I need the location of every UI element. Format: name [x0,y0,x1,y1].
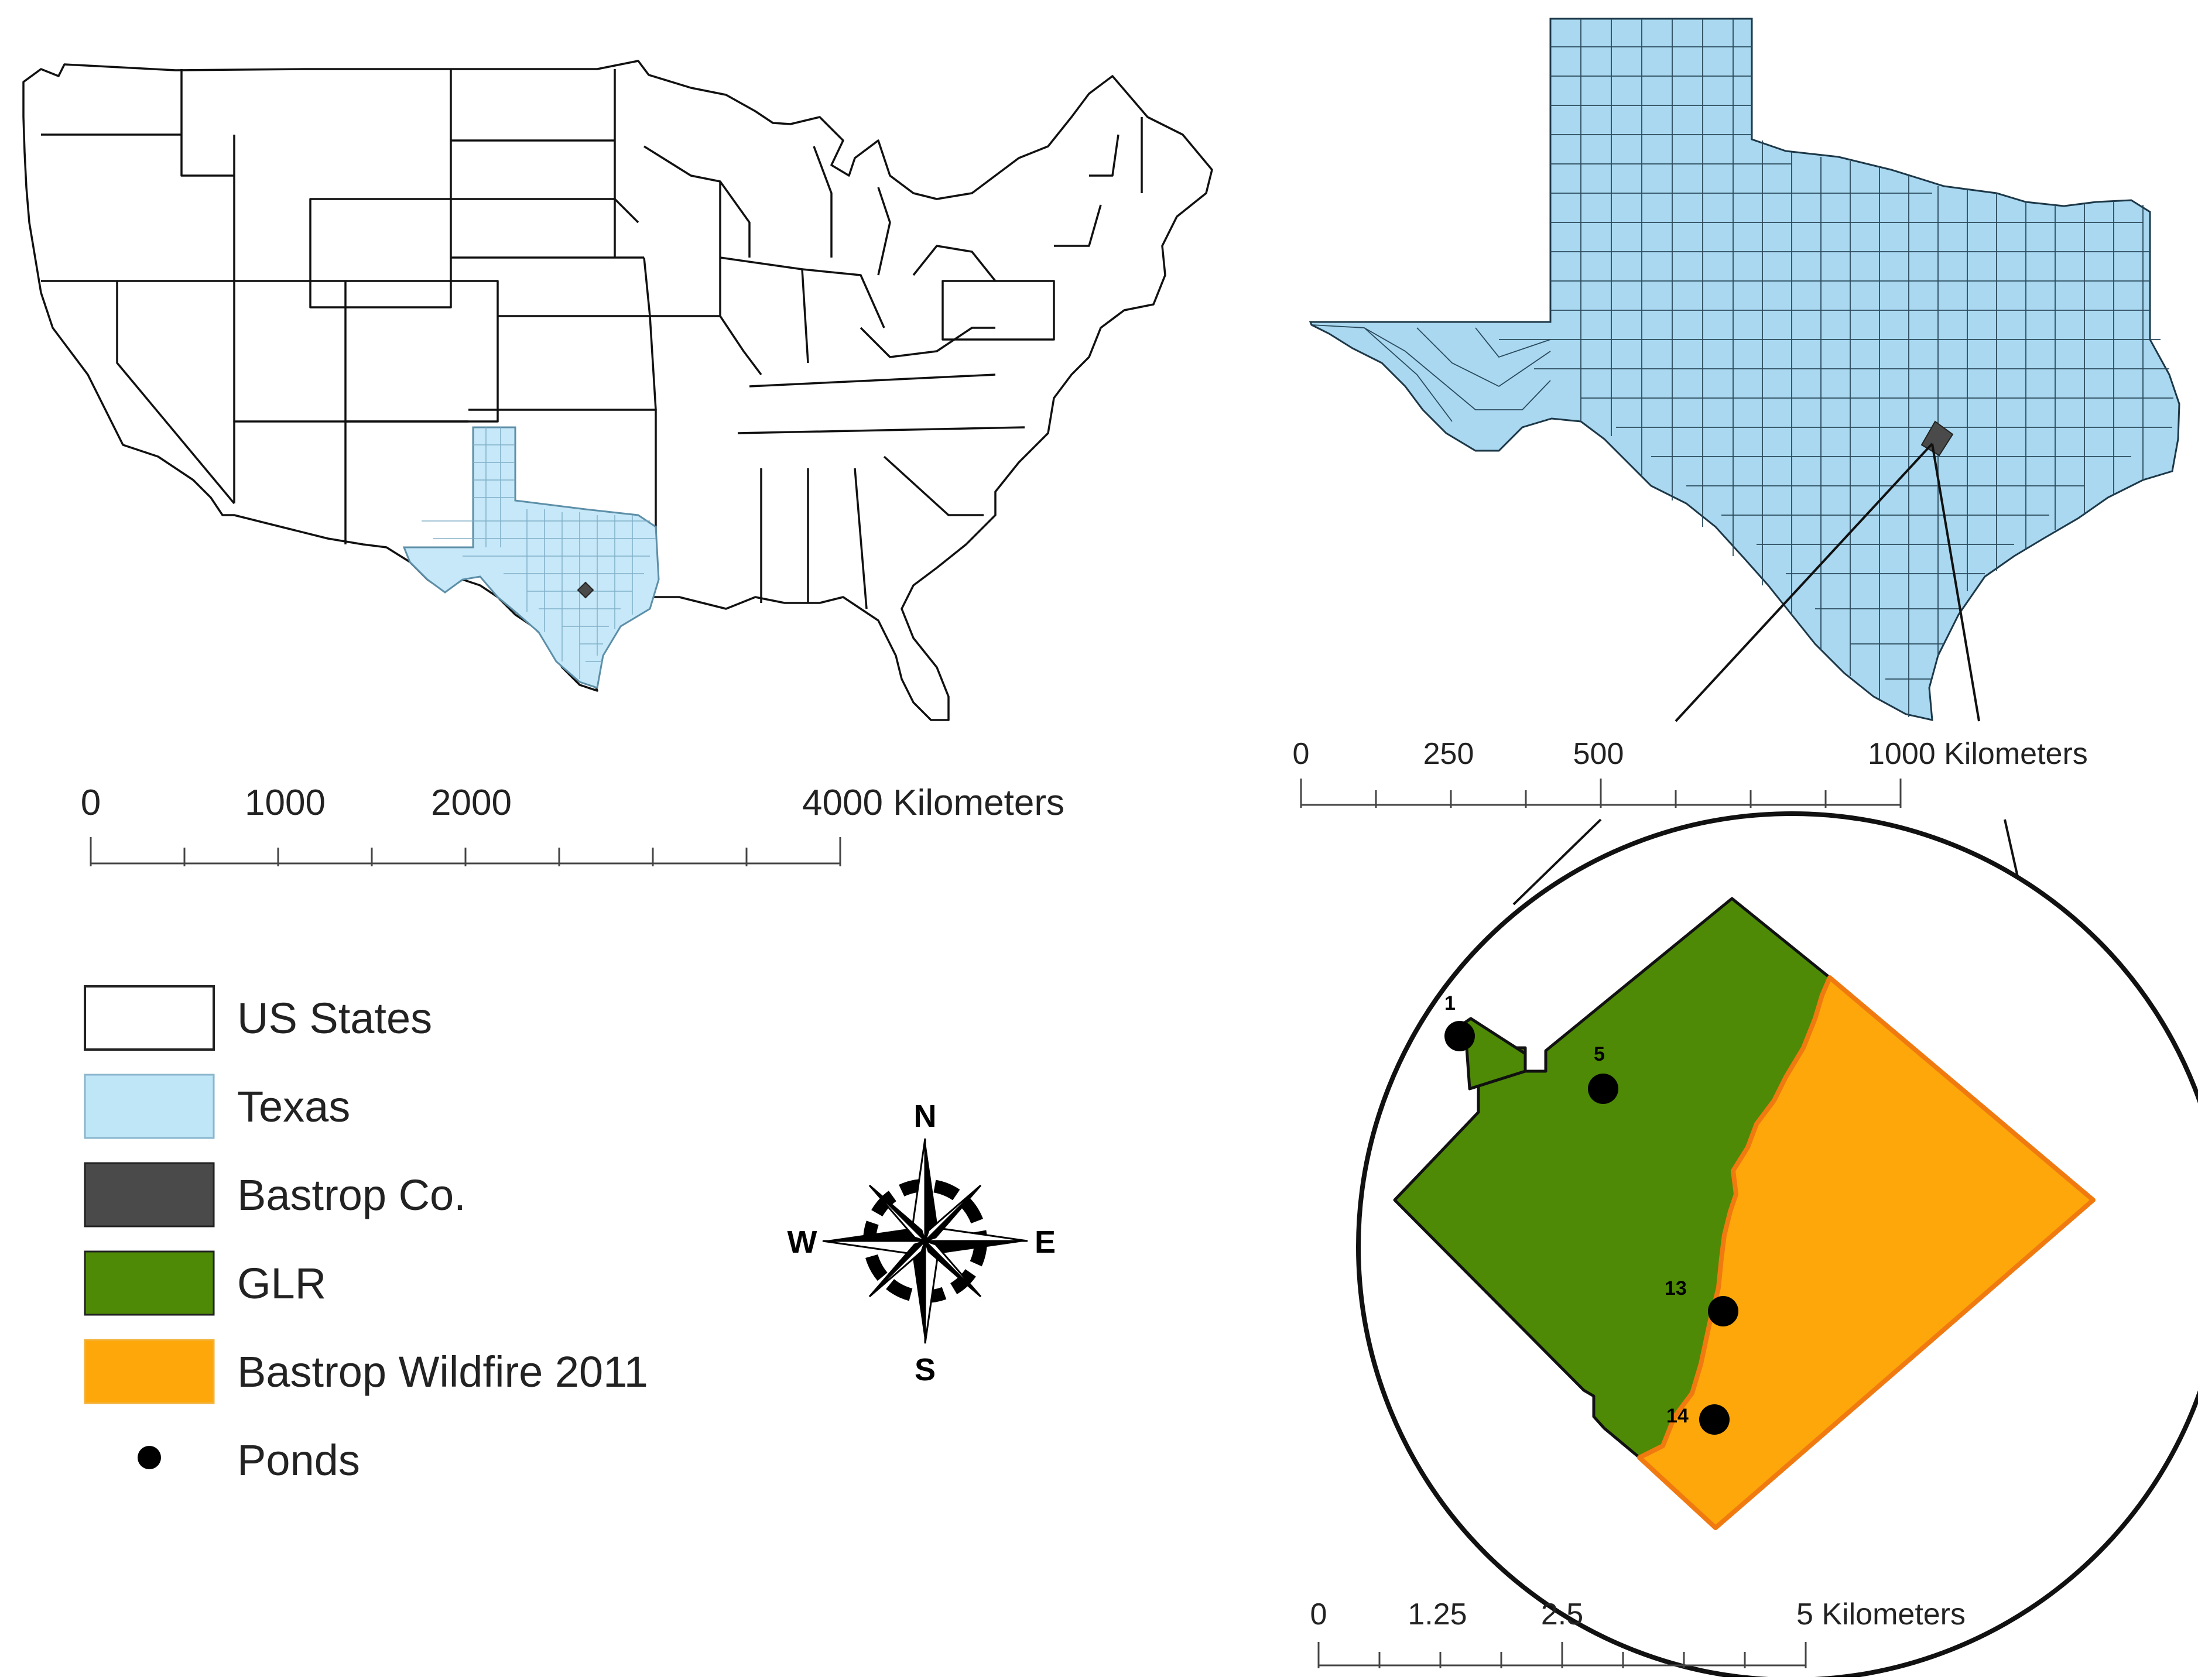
us-scale-tick-1000: 1000 [245,783,326,823]
pond-marker-5 [1588,1074,1618,1104]
texas-map [1309,18,2180,722]
us-scale-bar: 0 1000 2000 4000 Kilometers [81,783,1064,866]
inset-scale-tick-1-25: 1.25 [1408,1597,1467,1631]
us-scale-tick-0: 0 [81,783,101,823]
wildfire-area [1637,975,2096,1530]
us-map-texas-shape [402,426,660,689]
compass-west-point [823,1228,925,1241]
legend-label-us-states: US States [237,994,432,1043]
pond-marker-14 [1699,1404,1730,1435]
pond-label-1: 1 [1444,992,1456,1014]
pond-label-14: 14 [1666,1405,1689,1427]
us-map [22,60,1213,721]
legend-item-ponds: Ponds [138,1436,360,1484]
us-scale-tick-2000: 2000 [431,783,512,823]
compass-s-label: S [915,1352,936,1387]
legend-item-bastrop: Bastrop Co. [84,1162,466,1228]
compass-w-label: W [788,1225,817,1260]
compass-north-point [925,1139,938,1241]
texas-county-lines [1311,19,2173,717]
legend-swatch-ponds [138,1446,161,1469]
inset-scale-tick-2-5: 2.5 [1541,1597,1583,1631]
legend-item-glr: GLR [84,1250,326,1316]
us-outline [22,60,1213,721]
texas-scale-tick-500: 500 [1573,737,1624,771]
pond-marker-13 [1708,1296,1738,1326]
texas-shape [1309,18,2180,721]
legend-item-us-states: US States [84,985,432,1051]
compass-e-label: E [1035,1225,1056,1260]
us-map-texas [402,426,660,689]
legend-swatch-us-states [84,985,215,1051]
legend-item-wildfire: Bastrop Wildfire 2011 [84,1339,648,1404]
legend-item-texas: Texas [84,1074,350,1139]
compass-south-point [912,1241,925,1343]
compass-east-point [925,1241,1028,1254]
texas-scale-bar: 0 250 500 1000 Kilometers [1293,737,2088,808]
legend-label-ponds: Ponds [237,1436,360,1484]
us-scale-tick-4000: 4000 Kilometers [802,783,1064,823]
pond-label-13: 13 [1665,1277,1687,1300]
pond-marker-1 [1444,1021,1475,1051]
legend-label-texas: Texas [237,1082,350,1131]
us-map-bastrop-marker [577,581,594,599]
pond-label-5: 5 [1594,1043,1605,1065]
inset-scale-bar: 0 1.25 2.5 5 Kilometers [1310,1597,1966,1668]
legend-label-bastrop: Bastrop Co. [237,1171,466,1219]
texas-scale-tick-250: 250 [1423,737,1474,771]
inset-scale-tick-0: 0 [1310,1597,1327,1631]
compass-n-label: N [914,1099,937,1134]
compass-rose-icon: N S E W [788,1099,1056,1387]
texas-scale-tick-0: 0 [1293,737,1310,771]
us-state-lines [41,69,1143,609]
texas-zoom-lines [1675,443,1980,722]
inset-map: 1 5 13 14 [1356,811,2198,1680]
legend-swatch-wildfire [84,1339,215,1404]
legend-swatch-glr [84,1250,215,1316]
legend-swatch-texas [84,1074,215,1139]
ponds: 1 5 13 14 [1444,992,1738,1435]
inset-scale-tick-5: 5 Kilometers [1796,1597,1966,1631]
legend-label-wildfire: Bastrop Wildfire 2011 [237,1348,648,1396]
legend-label-glr: GLR [237,1259,326,1308]
texas-scale-tick-1000: 1000 Kilometers [1868,737,2088,771]
legend: US States Texas Bastrop Co. GLR Bastrop … [84,985,648,1484]
legend-swatch-bastrop [84,1162,215,1228]
